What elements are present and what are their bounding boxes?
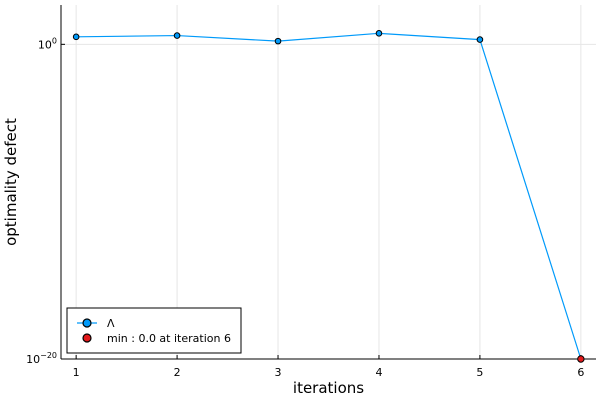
axes — [60, 5, 596, 360]
legend-marker — [82, 318, 92, 328]
data-series — [72, 30, 585, 363]
x-tick-label: 6 — [577, 366, 584, 379]
x-tick-label: 5 — [476, 366, 483, 379]
legend-series-label: Λ — [107, 317, 115, 330]
data-point — [375, 30, 383, 37]
min-marker — [577, 355, 585, 363]
x-tick-label: 3 — [275, 366, 282, 379]
x-tick-label: 2 — [174, 366, 181, 379]
legend-min-label: min : 0.0 at iteration 6 — [107, 332, 231, 345]
y-axis-label: optimality defect — [2, 118, 20, 246]
legend-min-marker — [82, 333, 92, 343]
data-point — [476, 36, 484, 43]
legend-box — [66, 307, 242, 354]
series-line — [76, 32, 582, 360]
y-tick-label: 100 — [38, 36, 57, 51]
data-point — [173, 32, 181, 39]
y-tick-label: 10−20 — [26, 351, 57, 366]
data-point — [274, 37, 282, 45]
x-tick-label: 1 — [73, 366, 80, 379]
x-axis-label: iterations — [293, 379, 364, 397]
tick-labels: 1 2 3 4 5 6 100 10−20 — [26, 36, 584, 379]
x-tick-label: 4 — [375, 366, 382, 379]
data-point — [72, 33, 80, 41]
